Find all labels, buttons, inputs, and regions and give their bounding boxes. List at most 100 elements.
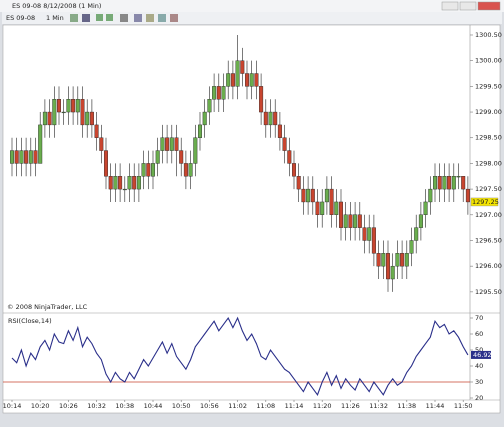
candle-body [343,214,348,228]
last-value-box [471,350,491,359]
candle-body [160,137,165,151]
candle-body [52,99,57,126]
candle-body [85,111,90,126]
candle-body [94,124,99,138]
candle-body [292,163,297,177]
title-bar [0,0,504,12]
x-tick-label: 11:26 [341,402,360,410]
candle-body [428,188,433,203]
indicator-line [11,316,469,396]
candle-body [348,214,353,228]
y-tick-label: 1298.00 [475,159,502,167]
candle-body [80,99,85,126]
x-tick-label: 10:32 [87,402,106,410]
icon[interactable] [106,14,113,21]
interval-selector[interactable]: 1 Min [46,14,64,22]
candle-body [287,150,292,164]
y-tick-label: 1300.00 [475,57,502,65]
instrument-selector[interactable]: ES 09-08 [6,14,35,22]
candle-body [42,111,47,126]
candle-body [244,73,249,87]
candle-body [141,163,146,177]
close-button[interactable] [477,1,501,11]
x-tick-label: 11:38 [397,402,416,410]
icon[interactable] [120,14,128,22]
y-tick-label: 1297.00 [475,211,502,219]
candle-body [371,227,376,254]
candle-body [395,253,400,267]
last-price-box [470,197,499,207]
icon[interactable] [146,14,154,22]
candle-body [146,163,151,177]
candle-body [240,60,245,74]
minimize-button[interactable] [441,1,459,11]
x-tick-label: 11:02 [228,402,247,410]
y-tick-label: 1299.50 [475,82,502,90]
x-tick-label: 11:44 [426,402,445,410]
candle-body [75,99,80,113]
x-tick-label: 11:20 [313,402,332,410]
candle-body [442,176,447,190]
candle-body [277,124,282,138]
y-tick-label: 30 [475,378,483,386]
candle-body [165,137,170,151]
candle-body [306,188,311,203]
icon[interactable] [158,14,166,22]
candle-body [33,150,38,164]
candle-body [193,137,198,164]
x-tick-label: 11:08 [256,402,275,410]
candle-body [400,253,405,267]
icon[interactable] [134,14,142,22]
candle-body [221,86,226,100]
candle-body [414,227,419,241]
candle-body [310,188,315,203]
candle-body [71,99,76,113]
candle-body [315,201,320,215]
icon[interactable] [82,14,90,22]
icon[interactable] [96,14,103,21]
candle-body [118,176,123,190]
candle-body [357,214,362,228]
candle-body [339,201,344,228]
candle-body [353,214,358,228]
candle-body [386,253,391,280]
candle-body [19,150,24,164]
icon[interactable] [70,14,78,22]
candle-body [103,150,108,177]
candle-body [150,163,155,177]
candle-body [249,73,254,87]
toolbar-icons [70,14,178,22]
candle-body [362,227,367,241]
y-tick-label: 50 [475,346,483,354]
y-tick-label: 1297.50 [475,185,502,193]
indicator-label: RSI(Close,14) [8,317,52,325]
candle-body [376,253,381,267]
candle-body [226,73,231,87]
candle-body [207,99,212,113]
candle-body [418,214,423,228]
candle-body [324,188,329,203]
x-tick-label: 10:50 [172,402,191,410]
last-price-label: 1297.25 [472,198,499,206]
candle-body [89,111,94,126]
window-title: ES 09-08 8/12/2008 (1 Min) [12,2,101,10]
candle-body [390,265,395,280]
candle-body [381,253,386,267]
candle-body [423,201,428,215]
maximize-button[interactable] [459,1,477,11]
candle-body [183,163,188,177]
y-tick-label: 20 [475,394,483,402]
candle-body [273,111,278,126]
x-tick-label: 10:26 [59,402,78,410]
icon[interactable] [170,14,178,22]
candle-body [216,86,221,100]
x-tick-label: 10:44 [144,402,163,410]
candle-body [38,124,43,164]
candle-body [47,111,52,126]
candle-body [367,227,372,241]
candle-body [28,150,33,164]
last-value-label: 46.92 [473,351,492,359]
candle-body [197,124,202,138]
y-tick-label: 40 [475,362,483,370]
